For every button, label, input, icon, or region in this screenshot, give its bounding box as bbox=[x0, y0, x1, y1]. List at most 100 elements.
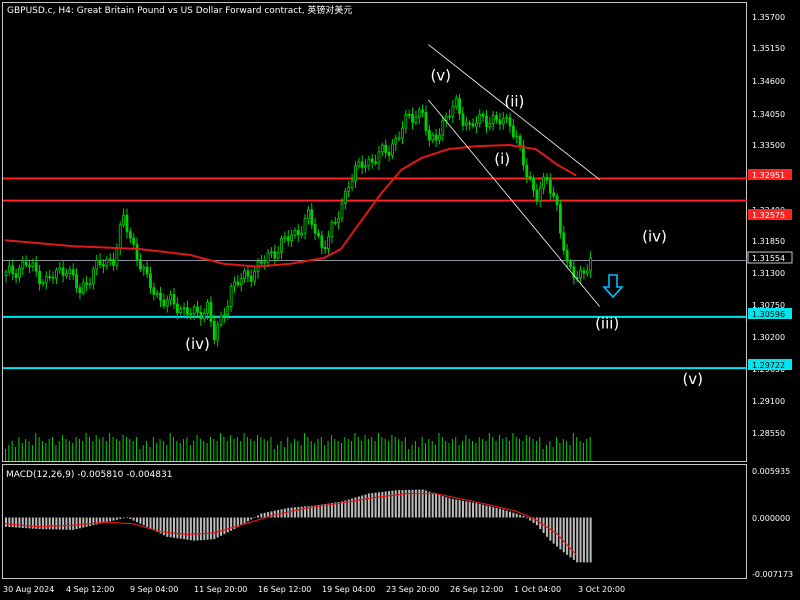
volume-bar bbox=[522, 441, 524, 461]
macd-bar bbox=[109, 517, 112, 522]
price-tick: 1.30200 bbox=[752, 333, 785, 342]
candle-body bbox=[132, 237, 136, 245]
macd-bar bbox=[162, 517, 165, 536]
volume-bar bbox=[364, 435, 366, 461]
candle-body bbox=[48, 276, 52, 279]
volume-bar bbox=[183, 439, 185, 461]
volume-bar bbox=[45, 443, 47, 461]
macd-bar bbox=[189, 517, 192, 541]
macd-bar bbox=[52, 517, 55, 530]
candle-body bbox=[61, 267, 65, 276]
time-tick: 11 Sep 20:00 bbox=[194, 585, 247, 594]
macd-bar bbox=[320, 504, 323, 518]
macd-bar bbox=[263, 512, 266, 518]
volume-bar bbox=[384, 439, 386, 461]
volume-bar bbox=[179, 443, 181, 461]
macd-bar bbox=[509, 511, 511, 518]
candle-body bbox=[532, 177, 535, 191]
volume-bar bbox=[414, 441, 416, 461]
macd-bar bbox=[220, 517, 223, 536]
red-upper-price-label: 1.32951 bbox=[752, 171, 785, 180]
candle-body bbox=[115, 247, 119, 266]
candle-body bbox=[209, 302, 213, 322]
macd-bar bbox=[38, 517, 41, 530]
volume-bar bbox=[371, 437, 373, 461]
macd-bar bbox=[31, 517, 34, 529]
macd-bar bbox=[193, 517, 196, 541]
macd-bar bbox=[15, 517, 18, 528]
macd-bar bbox=[425, 490, 427, 518]
volume-bar bbox=[535, 441, 537, 461]
candle-body bbox=[505, 117, 509, 120]
volume-bar bbox=[377, 433, 379, 461]
macd-bar bbox=[35, 517, 38, 529]
candle-body bbox=[71, 269, 75, 276]
volume-bar bbox=[458, 445, 460, 461]
price-candles bbox=[4, 93, 593, 347]
volume-bar bbox=[240, 441, 242, 461]
candle-body bbox=[317, 232, 320, 237]
candle-body bbox=[515, 135, 519, 138]
macd-bar bbox=[361, 495, 364, 518]
volume-bar bbox=[455, 437, 457, 461]
volume-bar bbox=[519, 439, 521, 461]
macd-bar bbox=[99, 517, 102, 524]
volume-bar bbox=[586, 439, 588, 461]
macd-bar bbox=[431, 492, 434, 518]
candle-body bbox=[555, 195, 559, 206]
macd-bar bbox=[535, 517, 538, 526]
macd-bar bbox=[569, 517, 572, 558]
candle-body bbox=[11, 265, 15, 275]
volume-bar bbox=[361, 441, 363, 461]
macd-bar bbox=[82, 517, 85, 528]
candle-body bbox=[155, 292, 159, 295]
channel-lower-line bbox=[428, 99, 601, 307]
volume-bar bbox=[230, 435, 232, 461]
candle-body bbox=[327, 236, 330, 250]
volume-bar bbox=[287, 437, 289, 461]
macd-bar bbox=[112, 517, 115, 521]
volume-bar bbox=[152, 437, 154, 461]
macd-bar bbox=[5, 517, 7, 527]
macd-bar bbox=[203, 517, 206, 540]
macd-bar bbox=[156, 517, 159, 532]
macd-bar bbox=[58, 517, 61, 530]
candle-body bbox=[310, 209, 314, 225]
candle-body bbox=[182, 307, 186, 310]
candle-body bbox=[357, 161, 361, 167]
volume-bar bbox=[176, 441, 178, 461]
candle-body bbox=[377, 151, 381, 164]
volume-bar bbox=[351, 441, 353, 461]
volume-bar bbox=[478, 437, 480, 461]
macd-bar bbox=[136, 517, 139, 523]
macd-bar bbox=[260, 513, 263, 518]
time-tick: 23 Sep 20:00 bbox=[386, 585, 439, 594]
time-tick: 1 Oct 04:00 bbox=[514, 585, 561, 594]
candle-body bbox=[95, 259, 99, 270]
cyan-upper-price-tag bbox=[748, 308, 792, 319]
price-tick: 1.28550 bbox=[752, 429, 785, 438]
macd-bar bbox=[324, 503, 327, 518]
candle-body bbox=[495, 115, 498, 121]
macd-bar bbox=[48, 517, 51, 530]
macd-bar bbox=[45, 517, 48, 530]
volume-bar bbox=[196, 435, 198, 461]
macd-bar bbox=[461, 500, 464, 518]
volume-bar bbox=[327, 441, 329, 461]
macd-bar bbox=[293, 507, 296, 518]
volume-bar bbox=[381, 437, 383, 461]
macd-bar bbox=[92, 517, 95, 526]
volume-bar bbox=[354, 433, 356, 461]
macd-bar bbox=[381, 491, 384, 518]
volume-bar bbox=[270, 437, 272, 461]
candle-body bbox=[421, 109, 425, 113]
volume-bar bbox=[78, 439, 80, 461]
wave-label-ii: (ii) bbox=[504, 92, 524, 110]
macd-bar bbox=[468, 501, 471, 518]
candle-body bbox=[488, 123, 492, 128]
volume-bar bbox=[52, 437, 54, 461]
candle-body bbox=[286, 236, 290, 241]
volume-bar bbox=[95, 435, 97, 461]
candle-body bbox=[401, 127, 404, 139]
